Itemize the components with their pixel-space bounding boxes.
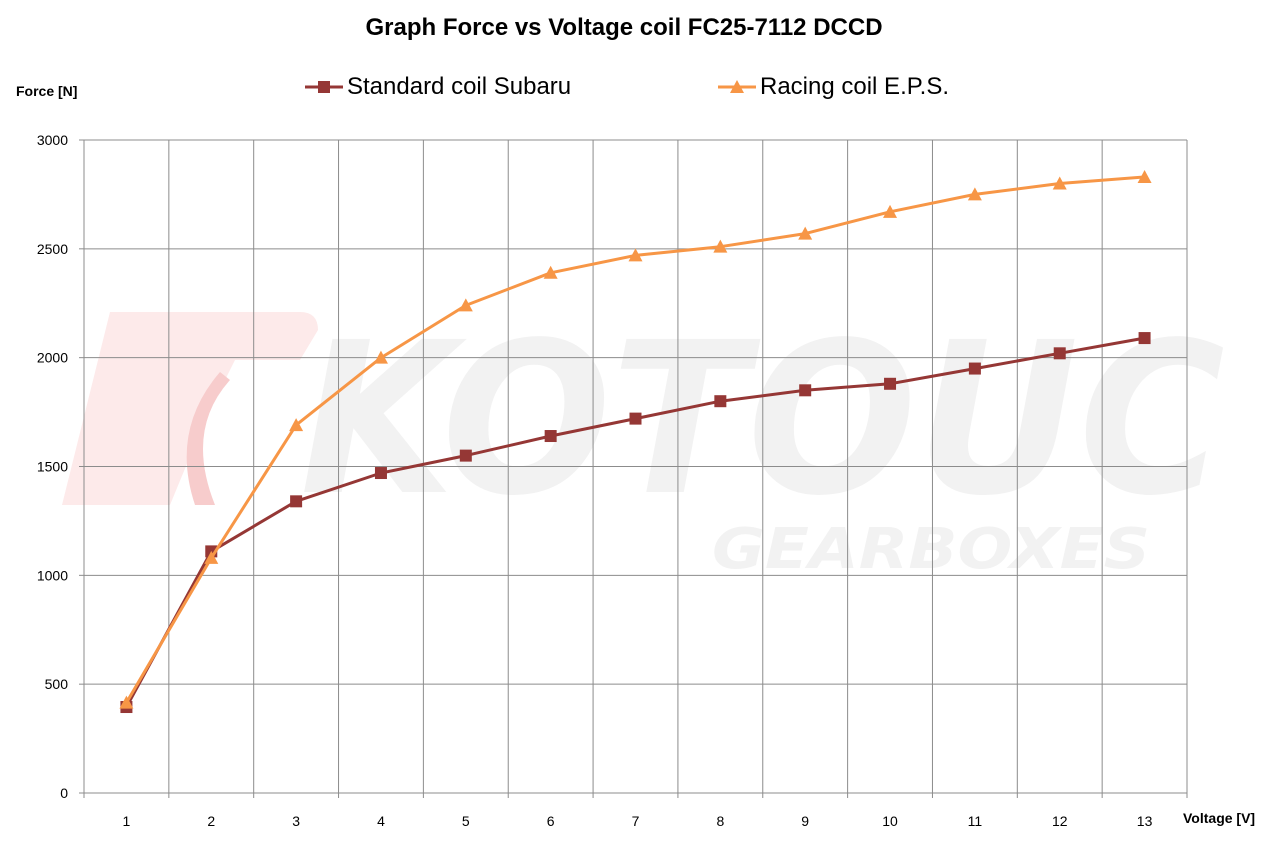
y-tick-labels: 0 500 1000 1500 2000 2500 3000 [37,132,68,801]
series-0-point-7 [629,412,642,425]
series-1-point-3 [289,418,304,432]
watermark-logo [62,312,318,505]
series-1 [119,170,1152,709]
legend-label-standard-coil: Standard coil Subaru [347,73,572,100]
legend-item-racing-coil: Racing coil E.P.S. [718,73,949,101]
x-tick-label-13: 13 [1137,813,1153,829]
series-1-point-4 [373,350,388,364]
y-tick-label-2000: 2000 [37,350,68,366]
legend-item-standard-coil: Standard coil Subaru [305,73,571,101]
watermark: KOTOUC GEARBOXES [62,297,1225,582]
x-tick-label-8: 8 [716,813,724,829]
series-0-point-6 [544,430,557,443]
series-0-point-3 [290,495,303,508]
series-1-point-5 [458,298,473,312]
y-tick-label-0: 0 [60,785,68,801]
y-tick-label-1500: 1500 [37,459,68,475]
x-tick-label-2: 2 [207,813,215,829]
y-tick-label-3000: 3000 [37,132,68,148]
legend-marker-square [305,81,343,93]
y-tick-label-1000: 1000 [37,567,68,583]
grid [84,139,1188,793]
chart-title: Graph Force vs Voltage coil FC25-7112 DC… [365,14,883,41]
series-0-point-9 [799,384,812,397]
series-1-point-13 [1137,170,1152,184]
x-tick-label-3: 3 [292,813,300,829]
x-axis-label: Voltage [V] [1183,810,1256,826]
series-0-point-8 [714,395,727,408]
axes [79,139,1188,798]
watermark-sub: GEARBOXES [712,517,1150,582]
y-axis-label: Force [N] [16,83,78,99]
x-tick-label-5: 5 [462,813,470,829]
legend-label-racing-coil: Racing coil E.P.S. [760,73,949,100]
series-layer [119,170,1152,714]
x-tick-label-12: 12 [1052,813,1068,829]
series-1-point-2 [204,550,219,564]
series-1-point-9 [798,226,813,240]
x-tick-label-4: 4 [377,813,385,829]
series-0-point-11 [968,362,981,375]
x-tick-label-9: 9 [801,813,809,829]
watermark-logo-swirl [186,372,230,505]
series-1-point-10 [883,204,898,218]
series-1-point-7 [628,248,643,262]
series-1-point-12 [1052,176,1067,190]
x-tick-label-10: 10 [882,813,898,829]
x-tick-label-11: 11 [968,813,983,829]
x-tick-label-1: 1 [123,813,131,829]
legend-marker-triangle [718,80,756,93]
y-tick-label-2500: 2500 [37,241,68,257]
series-0-point-12 [1053,347,1066,360]
series-1-point-1 [119,695,134,709]
series-1-point-8 [713,239,728,253]
x-tick-labels: 1 2 3 4 5 6 7 8 9 10 11 12 13 [123,813,1153,829]
x-tick-label-6: 6 [547,813,555,829]
series-1-point-11 [967,187,982,201]
series-0-point-10 [884,377,897,390]
series-0-point-4 [374,467,387,480]
y-tick-label-500: 500 [45,676,69,692]
x-tick-label-7: 7 [632,813,640,829]
series-0-point-5 [459,449,472,462]
series-1-point-6 [543,265,558,279]
series-0-point-13 [1138,332,1151,345]
